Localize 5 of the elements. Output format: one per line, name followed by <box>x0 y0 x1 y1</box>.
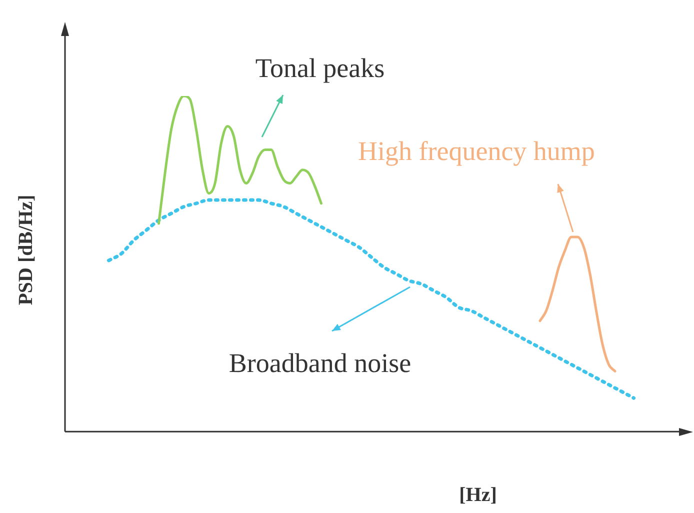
x-axis-title: [Hz] <box>459 484 497 506</box>
text: High frequency hump <box>358 136 595 166</box>
y-axis-title: PSD [dB/Hz] <box>15 194 38 306</box>
series-label: Tonal peaks <box>255 53 385 84</box>
legend-label: Broadband noise <box>228 348 412 378</box>
